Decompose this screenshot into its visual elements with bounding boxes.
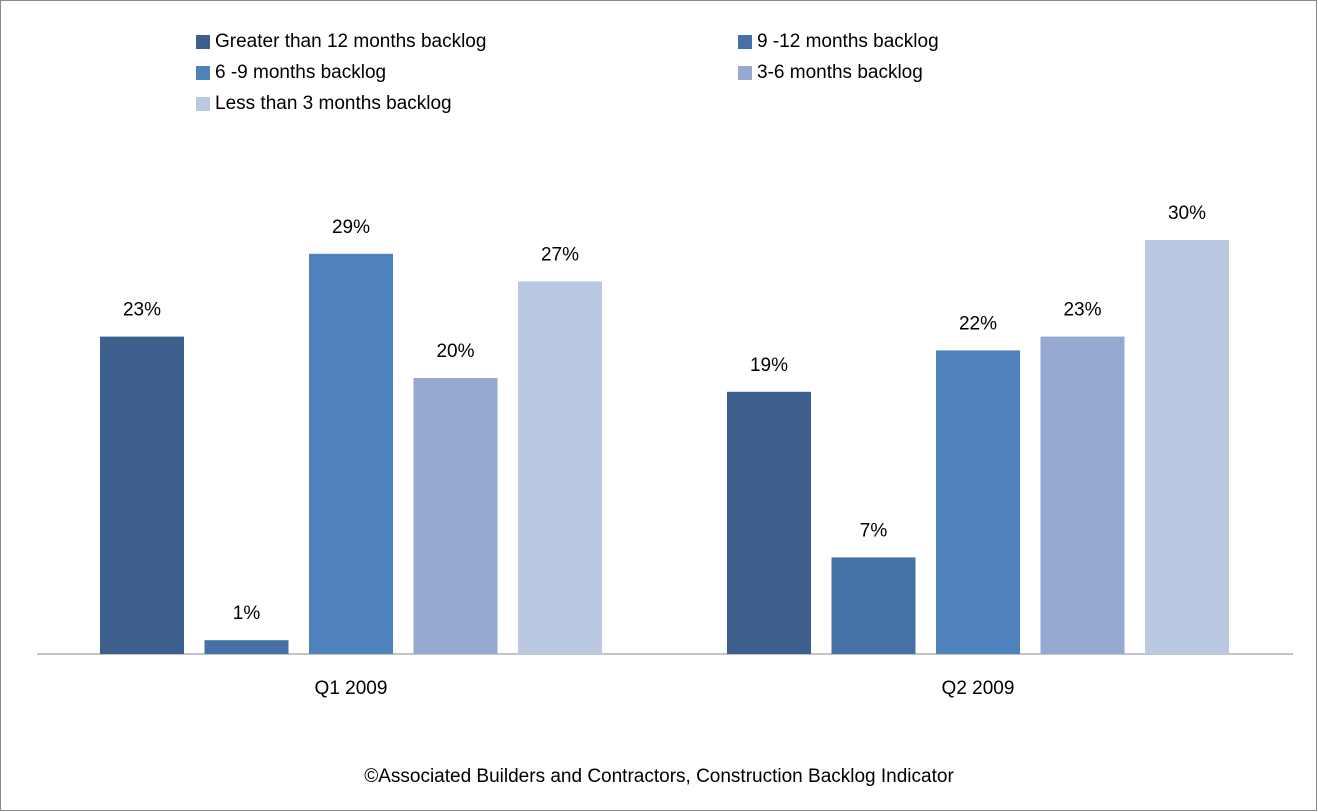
data-label: 22% [959, 313, 997, 334]
bar [831, 557, 916, 654]
legend-label: 3-6 months backlog [757, 62, 923, 83]
x-tick-label: Q2 2009 [942, 678, 1015, 699]
bar [309, 253, 393, 655]
legend-label: 9 -12 months backlog [757, 31, 939, 52]
legend-label: Less than 3 months backlog [215, 93, 452, 114]
data-label: 30% [1168, 203, 1206, 224]
data-label: 1% [233, 603, 261, 624]
data-label: 27% [541, 244, 579, 265]
legend-swatch [196, 66, 210, 80]
data-label: 20% [436, 341, 474, 362]
data-label: 29% [332, 217, 370, 238]
legend-label: 6 -9 months backlog [215, 62, 386, 83]
data-label: 23% [123, 300, 161, 321]
source-note: ©Associated Builders and Contractors, Co… [364, 766, 954, 787]
legend-swatch [738, 35, 752, 49]
bar [204, 640, 289, 654]
legend-swatch [738, 66, 752, 80]
data-label: 19% [750, 355, 788, 376]
legend-label: Greater than 12 months backlog [215, 31, 486, 52]
data-label: 23% [1063, 300, 1101, 321]
bar [727, 391, 811, 654]
bar [936, 350, 1020, 654]
bar [1040, 336, 1125, 654]
legend-swatch [196, 97, 210, 111]
bar [100, 336, 184, 654]
x-tick-label: Q1 2009 [315, 678, 388, 699]
legend-swatch [196, 35, 210, 49]
bar [1145, 240, 1229, 654]
bar [413, 378, 498, 654]
bar [518, 281, 602, 654]
data-label: 7% [860, 520, 888, 541]
